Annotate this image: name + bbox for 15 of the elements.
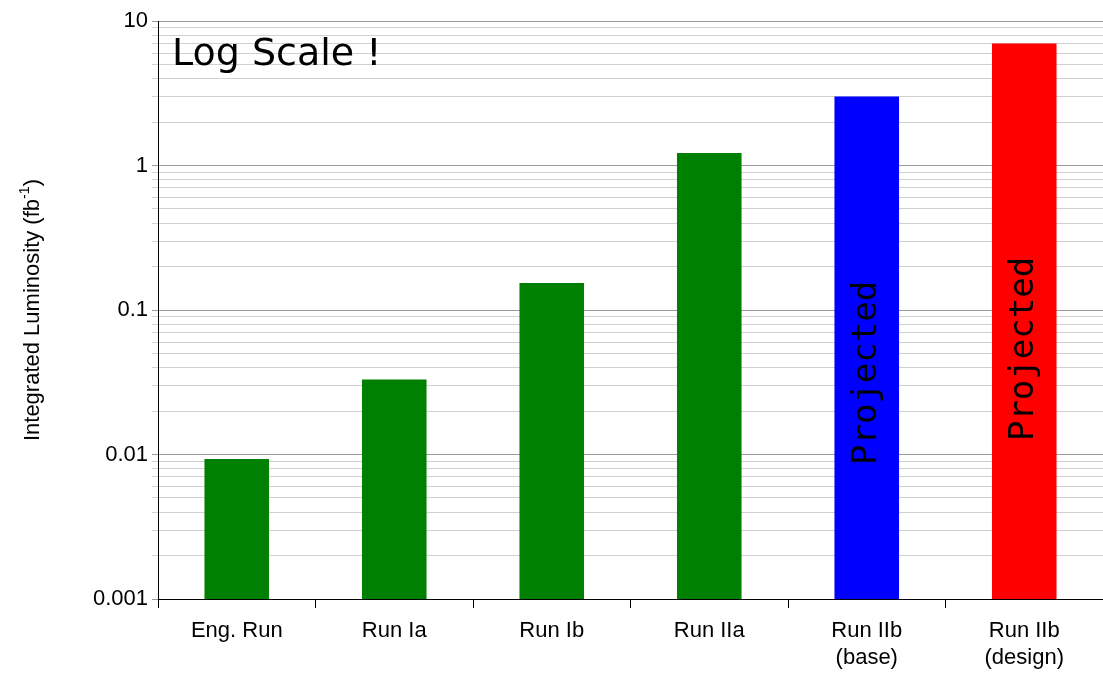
annotation: Log Scale ! [172, 29, 382, 74]
y-axis-title: Integrated Luminosity (fb-1) [16, 178, 45, 442]
x-tick-label: Run Ia [361, 617, 428, 643]
x-tick-label: Run IIb (design) [984, 617, 1064, 669]
y-tick-label: 0.01 [105, 440, 148, 466]
x-tick-label: Run Ib [519, 617, 585, 643]
x-tick-label: Run IIa [673, 617, 746, 643]
y-tick-label: 1 [135, 151, 148, 177]
y-tick-label: 0.1 [117, 296, 148, 322]
annotation: Projected [1001, 256, 1042, 442]
y-tick-label: 10 [123, 7, 148, 33]
y-tick-label: 0.001 [92, 585, 148, 611]
annotation: Projected [843, 280, 884, 466]
x-tick-label: Eng. Run [190, 617, 283, 643]
x-tick-label: Run IIb (base) [831, 617, 903, 669]
